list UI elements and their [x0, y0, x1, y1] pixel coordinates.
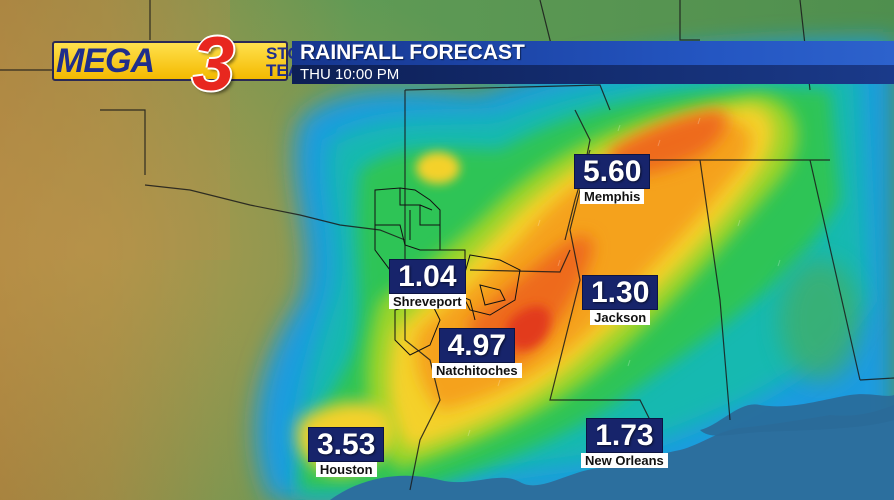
page-title: RAINFALL FORECAST	[300, 41, 525, 64]
city-label-shreveport: 1.04 Shreveport	[389, 259, 466, 309]
city-label-new-orleans: 1.73 New Orleans	[581, 418, 668, 468]
rain-streaks	[467, 117, 781, 437]
mega-3-storm-team-logo: MEGA 3 STORM TEAM	[52, 27, 327, 103]
logo-background	[52, 41, 288, 81]
city-name-natchitoches: Natchitoches	[432, 363, 522, 378]
broadcast-header: MEGA 3 STORM TEAM RAINFALL FORECAST THU …	[0, 0, 894, 110]
forecast-time: THU 10:00 PM	[300, 66, 400, 83]
city-label-houston: 3.53 Houston	[308, 427, 385, 477]
rainfall-value-shreveport: 1.04	[389, 259, 466, 294]
subtitle-bar: THU 10:00 PM	[292, 65, 894, 84]
rainfall-value-houston: 3.53	[308, 427, 385, 462]
rainfall-value-memphis: 5.60	[574, 154, 651, 189]
logo-mega-text: MEGA	[56, 42, 155, 80]
city-name-memphis: Memphis	[580, 189, 645, 204]
city-label-memphis: 5.60 Memphis	[574, 154, 651, 204]
city-name-shreveport: Shreveport	[389, 294, 466, 309]
rainfall-value-natchitoches: 4.97	[438, 328, 516, 363]
city-label-natchitoches: 4.97 Natchitoches	[432, 328, 522, 378]
rainfall-value-jackson: 1.30	[582, 275, 659, 310]
rainfall-value-new-orleans: 1.73	[586, 418, 663, 453]
city-name-new-orleans: New Orleans	[581, 453, 668, 468]
city-name-jackson: Jackson	[590, 310, 651, 325]
logo-number: 3	[192, 22, 235, 107]
city-name-houston: Houston	[315, 462, 377, 477]
city-label-jackson: 1.30 Jackson	[582, 275, 659, 325]
title-bar: RAINFALL FORECAST	[292, 41, 894, 65]
